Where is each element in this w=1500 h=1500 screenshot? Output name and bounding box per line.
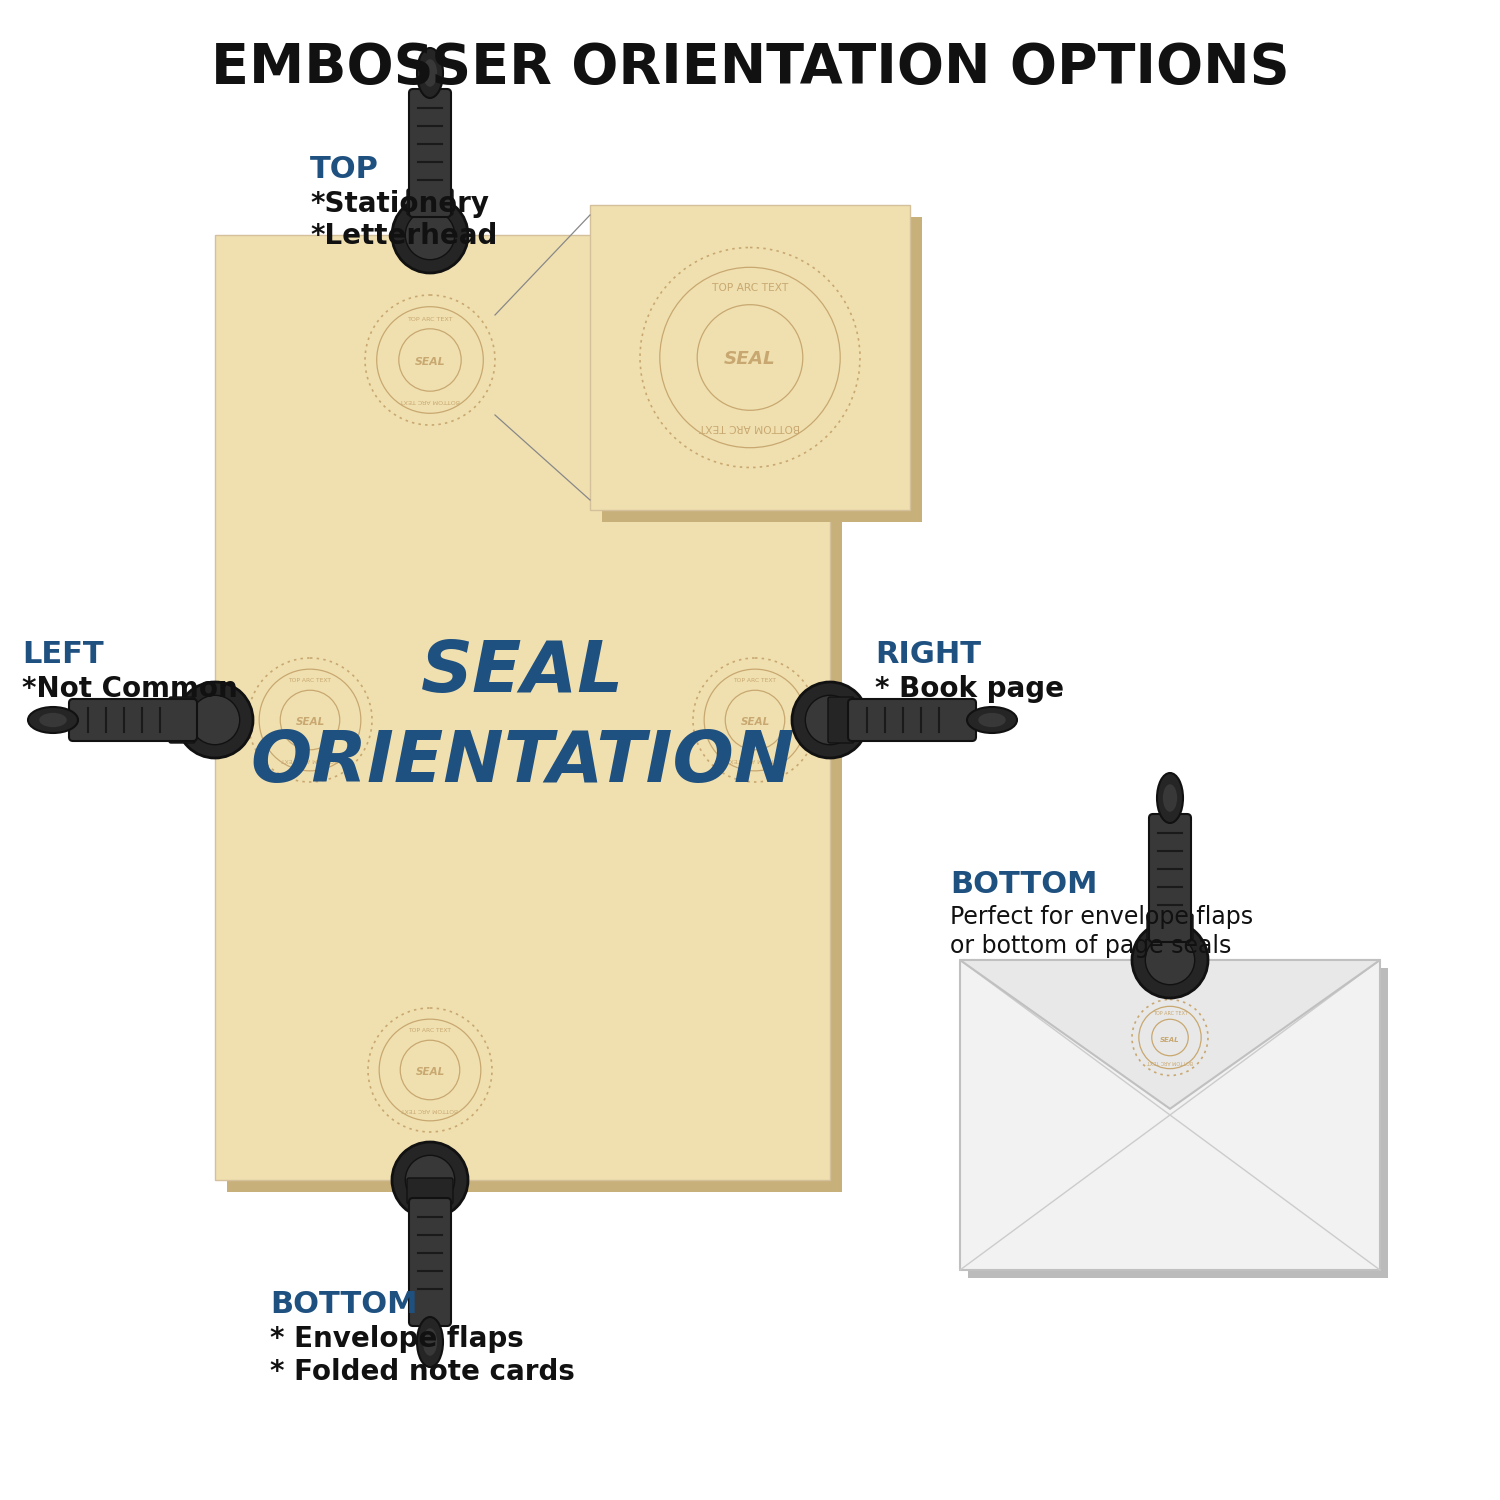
Ellipse shape xyxy=(417,1317,442,1366)
Text: ORIENTATION: ORIENTATION xyxy=(251,728,795,796)
Ellipse shape xyxy=(423,1329,436,1356)
Text: *Stationery: *Stationery xyxy=(310,190,489,217)
FancyBboxPatch shape xyxy=(1149,815,1191,942)
Circle shape xyxy=(405,210,454,260)
Text: * Envelope flaps: * Envelope flaps xyxy=(270,1324,524,1353)
Circle shape xyxy=(1132,922,1208,998)
Text: *Letterhead: *Letterhead xyxy=(310,222,498,251)
Ellipse shape xyxy=(1156,772,1184,824)
Text: BOTTOM ARC TEXT: BOTTOM ARC TEXT xyxy=(282,756,339,762)
Circle shape xyxy=(806,696,855,744)
Text: BOTTOM ARC TEXT: BOTTOM ARC TEXT xyxy=(1148,1059,1192,1064)
Circle shape xyxy=(177,682,254,758)
Ellipse shape xyxy=(423,58,436,87)
Text: TOP ARC TEXT: TOP ARC TEXT xyxy=(408,1029,452,1033)
FancyBboxPatch shape xyxy=(406,189,453,214)
Text: or bottom of page seals: or bottom of page seals xyxy=(950,934,1232,958)
Bar xyxy=(602,217,922,522)
FancyBboxPatch shape xyxy=(410,88,452,218)
Text: BOTTOM ARC TEXT: BOTTOM ARC TEXT xyxy=(726,756,783,762)
FancyBboxPatch shape xyxy=(406,1178,453,1204)
FancyBboxPatch shape xyxy=(170,698,195,742)
Text: BOTTOM ARC TEXT: BOTTOM ARC TEXT xyxy=(699,422,801,432)
Bar xyxy=(590,206,910,510)
Text: BOTTOM ARC TEXT: BOTTOM ARC TEXT xyxy=(402,1107,459,1112)
Circle shape xyxy=(190,696,240,744)
Text: TOP: TOP xyxy=(310,154,380,184)
Bar xyxy=(226,248,842,1192)
Ellipse shape xyxy=(1162,784,1178,812)
FancyBboxPatch shape xyxy=(1148,914,1192,940)
Text: TOP ARC TEXT: TOP ARC TEXT xyxy=(1152,1011,1188,1016)
Text: BOTTOM: BOTTOM xyxy=(950,870,1098,898)
Text: BOTTOM ARC TEXT: BOTTOM ARC TEXT xyxy=(400,399,460,404)
Text: SEAL: SEAL xyxy=(422,638,624,706)
Text: * Folded note cards: * Folded note cards xyxy=(270,1358,574,1386)
Bar xyxy=(968,968,1388,1278)
Bar xyxy=(960,960,1380,1270)
Text: SEAL: SEAL xyxy=(724,351,776,369)
Ellipse shape xyxy=(968,706,1017,734)
Text: EMBOSSER ORIENTATION OPTIONS: EMBOSSER ORIENTATION OPTIONS xyxy=(210,40,1290,94)
Text: SEAL: SEAL xyxy=(416,1066,444,1077)
Text: TOP ARC TEXT: TOP ARC TEXT xyxy=(734,678,777,684)
Ellipse shape xyxy=(28,706,78,734)
Circle shape xyxy=(792,682,868,758)
Text: SEAL: SEAL xyxy=(296,717,324,728)
FancyBboxPatch shape xyxy=(847,699,976,741)
Text: BOTTOM: BOTTOM xyxy=(270,1290,417,1318)
Text: SEAL: SEAL xyxy=(1160,1036,1180,1042)
Text: * Book page: * Book page xyxy=(874,675,1064,704)
Circle shape xyxy=(392,1142,468,1218)
Text: Perfect for envelope flaps: Perfect for envelope flaps xyxy=(950,904,1252,928)
Text: TOP ARC TEXT: TOP ARC TEXT xyxy=(288,678,332,684)
Circle shape xyxy=(1146,936,1194,984)
FancyBboxPatch shape xyxy=(410,1198,452,1326)
Text: LEFT: LEFT xyxy=(22,640,104,669)
Text: SEAL: SEAL xyxy=(741,717,770,728)
Circle shape xyxy=(405,1155,454,1204)
Bar xyxy=(214,236,830,1180)
Text: *Not Common: *Not Common xyxy=(22,675,237,704)
Text: RIGHT: RIGHT xyxy=(874,640,981,669)
Ellipse shape xyxy=(978,712,1005,728)
Polygon shape xyxy=(960,960,1380,1108)
Ellipse shape xyxy=(39,712,66,728)
FancyBboxPatch shape xyxy=(828,698,854,742)
Ellipse shape xyxy=(417,48,442,98)
Text: TOP ARC TEXT: TOP ARC TEXT xyxy=(406,316,453,321)
Text: SEAL: SEAL xyxy=(414,357,446,368)
Text: TOP ARC TEXT: TOP ARC TEXT xyxy=(712,284,788,292)
Circle shape xyxy=(392,196,468,273)
FancyBboxPatch shape xyxy=(69,699,196,741)
